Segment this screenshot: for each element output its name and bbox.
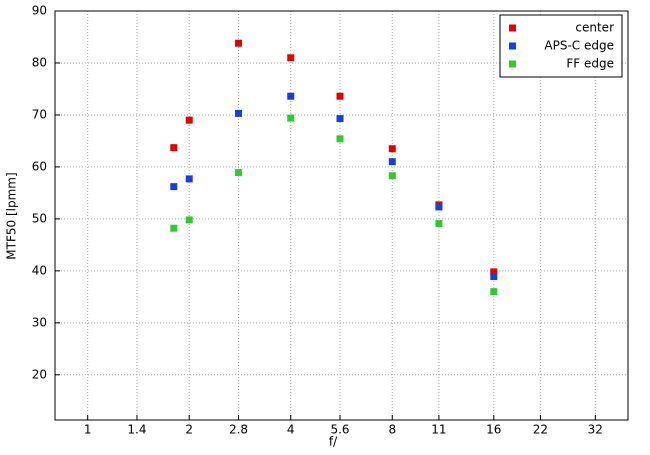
point xyxy=(287,92,295,100)
point xyxy=(170,224,178,232)
x-tick-label: 1 xyxy=(84,423,92,437)
legend-box xyxy=(499,14,623,78)
legend-marker xyxy=(509,42,516,50)
point xyxy=(185,175,193,183)
x-tick-label: 22 xyxy=(533,423,548,437)
legend-label: center xyxy=(575,21,614,35)
y-tick-label: 20 xyxy=(32,367,47,381)
x-tick-label: 32 xyxy=(588,423,603,437)
legend-label: APS-C edge xyxy=(544,39,614,53)
point xyxy=(185,216,193,224)
x-axis-label: f/ xyxy=(329,435,338,449)
point xyxy=(490,288,498,296)
point xyxy=(170,183,178,191)
y-axis-label: MTF50 [lpmm] xyxy=(5,172,19,259)
x-tick-label: 4 xyxy=(287,423,295,437)
point xyxy=(435,220,443,228)
point xyxy=(287,114,295,122)
legend-label: FF edge xyxy=(566,57,614,71)
legend-marker xyxy=(509,24,516,32)
x-tick-label: 1.4 xyxy=(127,423,146,437)
x-tick-label: 16 xyxy=(486,423,501,437)
point xyxy=(170,144,178,152)
point xyxy=(287,54,295,62)
x-tick-label: 5.6 xyxy=(330,423,349,437)
point xyxy=(490,273,498,281)
y-tick-label: 40 xyxy=(32,263,47,277)
point xyxy=(336,135,344,143)
point xyxy=(234,39,242,47)
point xyxy=(388,172,396,180)
y-tick-label: 30 xyxy=(32,315,47,329)
point xyxy=(336,92,344,100)
legend-marker xyxy=(509,60,516,68)
point xyxy=(234,109,242,117)
point xyxy=(336,115,344,123)
point xyxy=(234,169,242,177)
x-tick-label: 2 xyxy=(185,423,193,437)
point xyxy=(490,268,498,276)
y-tick-label: 80 xyxy=(32,55,47,69)
plot-frame xyxy=(54,10,629,421)
y-tick-label: 70 xyxy=(32,107,47,121)
point xyxy=(388,158,396,166)
y-tick-label: 50 xyxy=(32,211,47,225)
point xyxy=(435,203,443,211)
x-tick-label: 8 xyxy=(388,423,396,437)
x-tick-label: 2.8 xyxy=(229,423,248,437)
y-tick-label: 60 xyxy=(32,159,47,173)
y-tick-label: 90 xyxy=(32,4,47,18)
x-tick-label: 11 xyxy=(431,423,446,437)
point xyxy=(388,145,396,153)
point xyxy=(185,116,193,124)
